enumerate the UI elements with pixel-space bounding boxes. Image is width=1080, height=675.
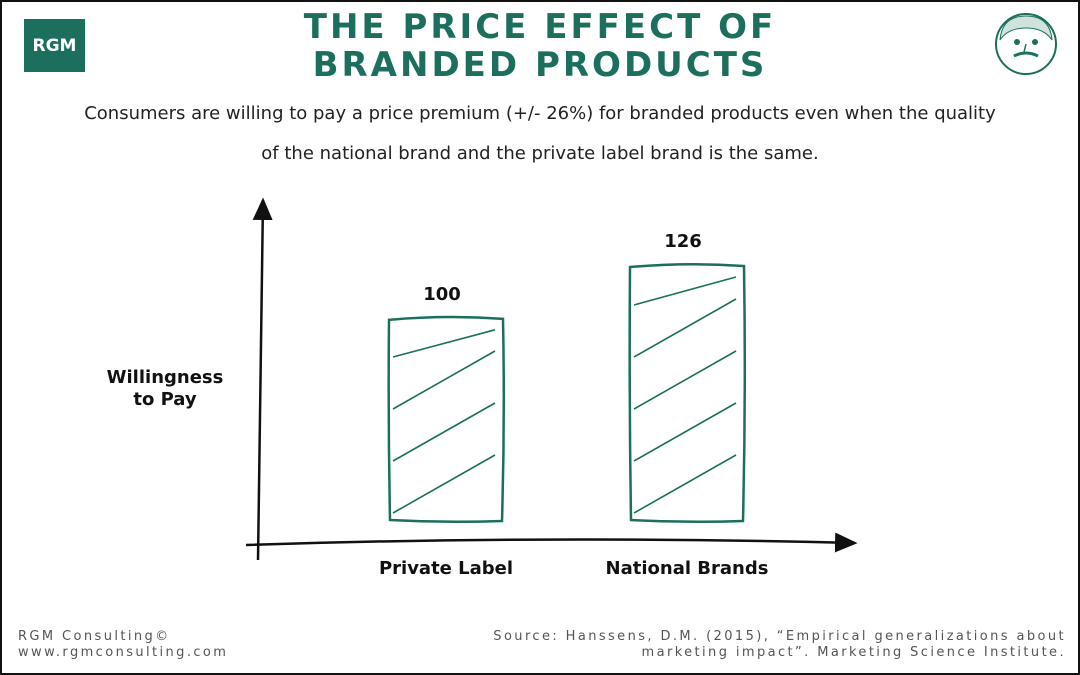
y-axis <box>252 197 273 561</box>
avatar-icon <box>995 13 1057 75</box>
hatch <box>633 402 737 462</box>
logo: RGM <box>24 19 85 72</box>
source: Source: Hanssens, D.M. (2015), “Empirica… <box>493 629 1066 660</box>
hatch <box>633 276 737 306</box>
hatch <box>633 454 737 514</box>
hatch <box>633 298 737 358</box>
hatch <box>392 329 496 358</box>
chart: Private Label 100 National Brands 126 <box>245 197 858 579</box>
hatch <box>392 454 496 514</box>
subtitle: Consumers are willing to pay a price pre… <box>84 103 996 164</box>
company: RGM Consulting© <box>18 629 171 644</box>
x-axis <box>245 532 858 553</box>
website: www.rgmconsulting.com <box>18 645 229 660</box>
hatch <box>392 402 496 462</box>
x-tick-label: Private Label <box>379 558 513 579</box>
bar <box>628 262 747 524</box>
hatch <box>633 350 737 410</box>
chart-title: THE PRICE EFFECT OF BRANDED PRODUCTS <box>303 7 777 85</box>
hatch <box>392 350 496 410</box>
y-axis-label: Willingness to Pay <box>106 367 224 410</box>
value-label: 126 <box>664 231 702 252</box>
bar <box>387 315 506 524</box>
x-tick-label: National Brands <box>606 558 769 579</box>
value-label: 100 <box>423 284 461 305</box>
